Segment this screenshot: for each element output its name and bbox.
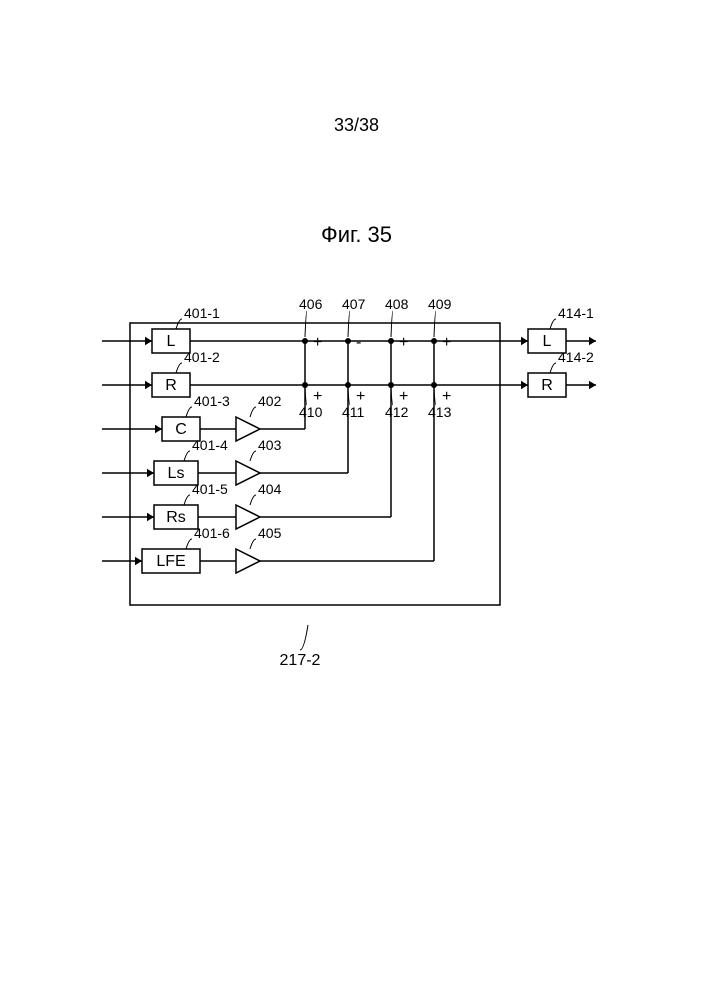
svg-text:406: 406 <box>299 296 323 312</box>
svg-text:401-5: 401-5 <box>192 481 228 497</box>
svg-text:414-2: 414-2 <box>558 349 594 365</box>
svg-text:L: L <box>167 333 176 350</box>
svg-text:411: 411 <box>342 404 365 420</box>
svg-text:408: 408 <box>385 296 409 312</box>
svg-text:403: 403 <box>258 437 282 453</box>
figure-title: Фиг. 35 <box>321 222 392 248</box>
svg-text:+: + <box>399 388 408 405</box>
svg-text:C: C <box>175 421 187 438</box>
page-number: 33/38 <box>334 115 379 136</box>
svg-text:217-2: 217-2 <box>280 652 321 669</box>
svg-text:L: L <box>543 333 552 350</box>
svg-text:+: + <box>442 334 451 351</box>
svg-text:401-1: 401-1 <box>184 305 220 321</box>
diagram-svg: L 401-1 R 401-2 C 401-3 Ls 401-4 Rs 401-5 LFE 401-6… <box>130 295 620 675</box>
svg-text:401-3: 401-3 <box>194 393 230 409</box>
diagram-container: L 401-1 R 401-2 C 401-3 Ls 401-4 Rs 401-5 LFE 401-6… <box>130 295 620 675</box>
svg-text:402: 402 <box>258 393 282 409</box>
svg-text:412: 412 <box>385 404 409 420</box>
svg-text:+: + <box>356 388 365 405</box>
svg-text:LFE: LFE <box>156 553 185 570</box>
svg-text:R: R <box>541 377 553 394</box>
svg-text:R: R <box>165 377 177 394</box>
svg-text:-: - <box>356 334 361 351</box>
svg-text:413: 413 <box>428 404 452 420</box>
svg-text:404: 404 <box>258 481 282 497</box>
svg-text:401-4: 401-4 <box>192 437 228 453</box>
svg-text:+: + <box>313 388 322 405</box>
svg-text:+: + <box>442 388 451 405</box>
svg-text:401-2: 401-2 <box>184 349 220 365</box>
svg-text:Rs: Rs <box>166 509 186 526</box>
svg-text:401-6: 401-6 <box>194 525 230 541</box>
svg-text:409: 409 <box>428 296 452 312</box>
svg-text:405: 405 <box>258 525 282 541</box>
svg-text:414-1: 414-1 <box>558 305 594 321</box>
svg-text:Ls: Ls <box>168 465 185 482</box>
svg-text:410: 410 <box>299 404 323 420</box>
svg-text:+: + <box>399 334 408 351</box>
svg-text:407: 407 <box>342 296 366 312</box>
svg-text:+: + <box>313 334 322 351</box>
